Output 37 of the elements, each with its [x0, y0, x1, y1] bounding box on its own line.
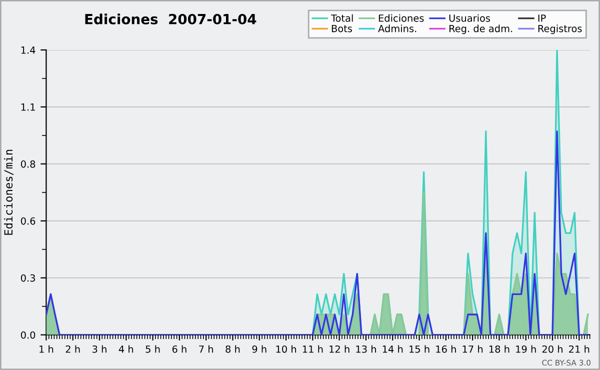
x-tick-label: 10 h — [276, 345, 296, 353]
chart-title: Ediciones 2007-01-04 — [85, 14, 256, 24]
x-tick-label: 15 h — [410, 345, 430, 353]
x-tick-label: 21 h — [569, 345, 590, 353]
x-tick-label: 9 h — [252, 345, 266, 353]
x-tick-label: 18 h — [489, 345, 510, 353]
x-tick-label: 5 h — [146, 345, 160, 353]
y-tick-label: 0.3 — [20, 274, 36, 282]
y-tick-label: 1.1 — [21, 104, 35, 111]
y-axis-title: Ediciones/min — [4, 150, 14, 235]
legend-label: Ediciones — [378, 14, 424, 22]
legend-label: Registros — [538, 24, 582, 34]
x-tick-label: 11 h — [302, 345, 323, 353]
y-tick-label: 1.4 — [21, 46, 36, 54]
x-tick-label: 16 h — [436, 345, 456, 353]
x-tick-label: 4 h — [118, 345, 134, 353]
legend-label: Bots — [332, 24, 352, 32]
x-tick-label: 3 h — [92, 345, 106, 353]
x-tick-label: 20 h — [542, 345, 562, 353]
x-tick-label: 6 h — [172, 345, 186, 353]
x-tick-label: 17 h — [462, 345, 483, 353]
x-tick-label: 19 h — [516, 345, 536, 353]
x-tick-label: 14 h — [382, 345, 403, 353]
y-tick-label: 0.6 — [20, 217, 36, 225]
x-tick-label: 2 h — [66, 345, 80, 353]
legend-label: Reg. de adm. — [449, 24, 512, 34]
x-tick-label: 12 h — [330, 345, 350, 353]
x-tick-label: 7 h — [199, 345, 213, 353]
x-tick-label: 1 h — [40, 345, 54, 353]
legend-label: Admins. — [378, 24, 416, 32]
y-tick-label: 0.0 — [20, 331, 36, 339]
legend-label: IP — [538, 14, 546, 22]
x-tick-label: 13 h — [356, 345, 376, 353]
x-tick-label: 8 h — [226, 345, 240, 353]
legend-label: Usuarios — [449, 14, 490, 22]
y-tick-label: 0.8 — [20, 160, 36, 168]
legend-label: Total — [330, 14, 353, 22]
